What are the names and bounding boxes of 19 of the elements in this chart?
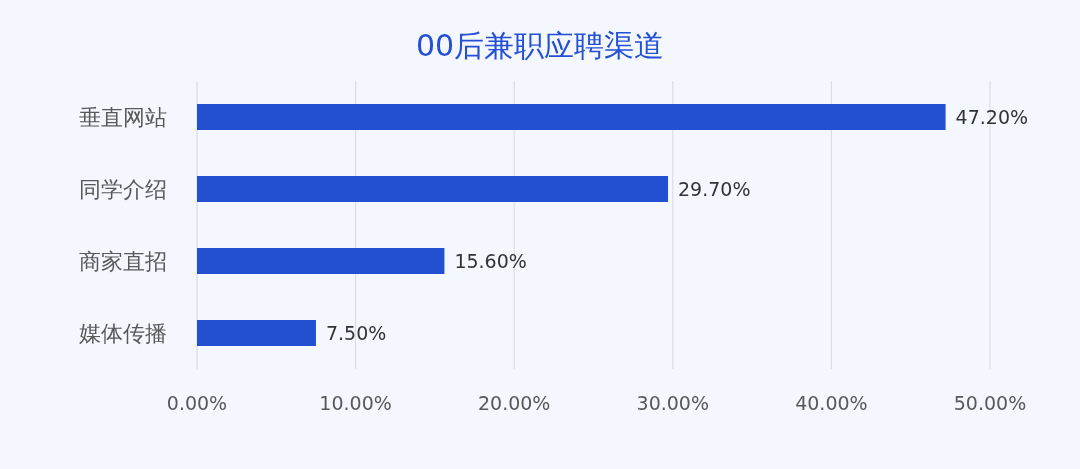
- data-label: 29.70%: [678, 177, 751, 200]
- x-tick-label: 10.00%: [319, 392, 392, 415]
- y-tick-label: 商家直招: [79, 248, 167, 274]
- y-tick-label: 同学介绍: [79, 176, 167, 202]
- x-tick-label: 40.00%: [795, 392, 868, 415]
- bar: [197, 104, 946, 130]
- bar: [197, 320, 316, 346]
- data-label: 47.20%: [955, 105, 1029, 128]
- y-tick-label: 垂直网站: [79, 104, 167, 130]
- data-label: 7.50%: [325, 321, 387, 344]
- x-tick-label: 50.00%: [953, 392, 1027, 415]
- x-tick-label: 0.00%: [166, 392, 228, 415]
- x-tick-label: 30.00%: [636, 392, 710, 415]
- y-tick-label: 媒体传播: [79, 320, 167, 346]
- x-tick-label: 20.00%: [477, 392, 551, 415]
- bar: [197, 176, 669, 202]
- chart-title: 00后兼职应聘渠道: [414, 27, 666, 65]
- bar: [197, 248, 445, 274]
- data-label: 15.60%: [454, 249, 527, 272]
